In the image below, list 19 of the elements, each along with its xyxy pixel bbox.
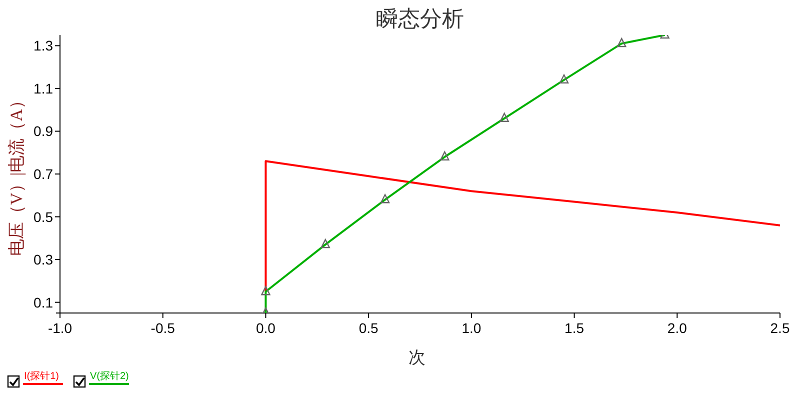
legend: I(探针1) V(探针2) — [7, 371, 129, 388]
x-tick-label: 1.0 — [462, 320, 482, 336]
y-tick-label: 0.7 — [34, 166, 54, 182]
x-tick-label: 1.5 — [564, 320, 584, 336]
chart-title: 瞬态分析 — [376, 6, 464, 31]
y-tick-label: 1.1 — [34, 80, 54, 96]
y-tick-label: 0.3 — [34, 252, 54, 268]
y-tick-label: 0.5 — [34, 208, 54, 225]
y-tick-label: 0.1 — [34, 294, 54, 310]
y-axis-title: 电压（V）|电流（A） — [7, 92, 26, 256]
x-tick-label: 2.0 — [667, 320, 688, 336]
x-tick-label: 2.5 — [770, 320, 790, 336]
y-tick-label: 0.9 — [34, 123, 54, 140]
x-tick-label: -0.5 — [150, 320, 176, 336]
x-tick-label: 0.0 — [256, 320, 276, 336]
y-tick-label: 1.3 — [34, 38, 54, 54]
x-tick-label: 0.5 — [358, 320, 379, 336]
x-tick-label: -1.0 — [48, 320, 72, 336]
x-axis-title: 次 — [408, 348, 426, 367]
